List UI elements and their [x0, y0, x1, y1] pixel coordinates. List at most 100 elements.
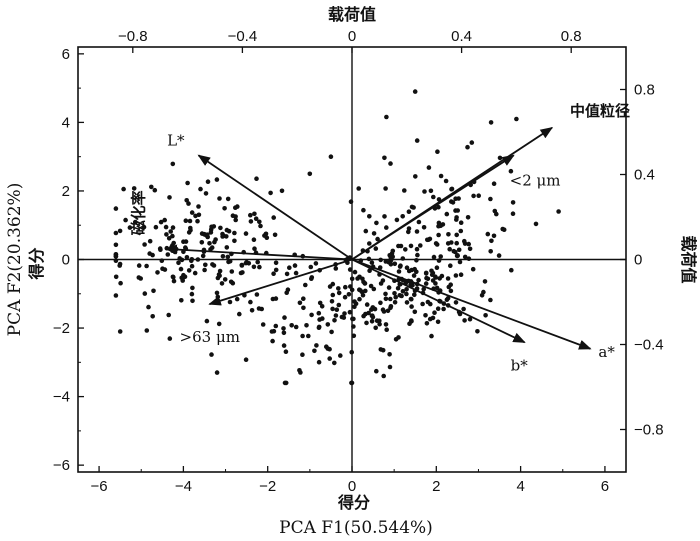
score-point — [146, 304, 151, 310]
score-point — [243, 357, 249, 363]
score-point — [272, 232, 278, 238]
score-point — [147, 238, 153, 244]
score-point — [254, 292, 260, 297]
score-point — [168, 229, 173, 234]
score-point — [336, 302, 342, 308]
score-point — [411, 273, 417, 278]
score-point — [243, 231, 249, 236]
loading-label: >63 μm — [180, 328, 240, 346]
score-point — [166, 236, 172, 241]
score-point — [220, 234, 225, 239]
score-point — [393, 294, 399, 300]
score-point — [371, 286, 377, 292]
score-point — [327, 346, 332, 352]
score-point — [136, 263, 142, 268]
score-point — [387, 352, 392, 357]
score-point — [355, 276, 360, 281]
score-point — [113, 242, 119, 248]
score-point — [253, 216, 259, 221]
score-point — [431, 194, 436, 200]
score-point — [217, 196, 222, 201]
score-point — [374, 368, 379, 374]
score-point — [289, 323, 295, 328]
score-point — [113, 230, 119, 236]
score-point — [416, 277, 421, 283]
score-point — [281, 326, 286, 331]
score-point — [508, 168, 514, 174]
score-point — [249, 308, 255, 313]
score-point — [352, 269, 358, 275]
score-point — [203, 262, 208, 268]
score-point — [170, 233, 175, 239]
score-point — [409, 304, 414, 309]
score-point — [435, 149, 440, 154]
score-point — [195, 257, 201, 262]
score-point — [436, 232, 441, 238]
score-point — [113, 274, 119, 280]
score-point — [214, 290, 220, 296]
score-point — [491, 181, 497, 186]
score-point — [454, 217, 459, 222]
score-point — [351, 333, 357, 339]
score-point — [457, 259, 463, 265]
score-point — [190, 285, 195, 291]
score-point — [227, 299, 233, 305]
score-point — [316, 325, 322, 331]
score-point — [369, 260, 375, 265]
score-point — [433, 241, 439, 246]
score-point — [461, 306, 466, 312]
score-point — [312, 348, 317, 354]
score-point — [533, 221, 539, 227]
score-point — [208, 230, 214, 235]
score-point — [332, 360, 337, 366]
score-point — [142, 291, 148, 296]
score-point — [184, 198, 189, 203]
top-tick-label: 0.8 — [561, 28, 582, 45]
score-point — [316, 310, 322, 316]
score-point — [465, 215, 471, 220]
score-point — [377, 265, 383, 270]
score-point — [421, 225, 427, 230]
score-point — [397, 264, 403, 269]
score-point — [381, 373, 387, 379]
score-point — [171, 240, 176, 246]
score-point — [471, 193, 476, 199]
score-point — [404, 287, 409, 292]
score-point — [349, 276, 355, 282]
score-point — [292, 263, 298, 268]
score-point — [445, 276, 451, 281]
score-point — [349, 380, 355, 386]
score-point — [260, 322, 266, 327]
score-point — [328, 154, 334, 159]
score-point — [413, 174, 418, 179]
score-point — [475, 329, 480, 334]
score-point — [283, 380, 289, 386]
score-point — [366, 256, 372, 262]
score-point — [113, 252, 119, 257]
score-point — [233, 217, 238, 223]
score-point — [202, 267, 207, 273]
y-axis-title: PCA F2(20.362%) — [5, 183, 25, 337]
score-point — [347, 267, 353, 272]
score-point — [429, 272, 435, 278]
y-tick-label: 0 — [62, 252, 70, 269]
score-point — [383, 291, 388, 297]
score-point — [400, 214, 406, 219]
score-point — [378, 281, 384, 286]
score-point — [441, 306, 446, 312]
score-point — [251, 264, 257, 270]
score-point — [412, 292, 417, 298]
score-point — [414, 229, 420, 234]
score-point — [392, 300, 398, 305]
score-point — [150, 252, 155, 258]
top-tick-label: −0.4 — [228, 28, 258, 45]
score-point — [224, 234, 229, 239]
score-point — [113, 293, 119, 298]
score-point — [380, 307, 386, 313]
score-point — [383, 186, 388, 191]
score-point — [434, 265, 440, 271]
score-point — [170, 274, 176, 280]
score-point — [239, 263, 245, 268]
score-point — [166, 312, 171, 318]
score-point — [170, 161, 176, 167]
